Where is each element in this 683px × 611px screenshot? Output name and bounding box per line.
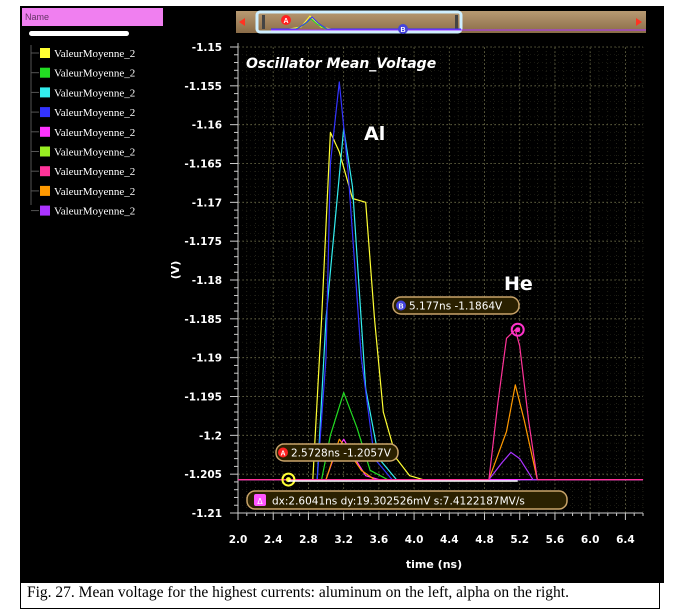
x-tick-label: 2.4 <box>264 534 283 546</box>
series-group <box>238 81 643 481</box>
x-tick-label: 5.2 <box>510 534 529 546</box>
series-line-4 <box>238 81 643 481</box>
oscilloscope-window: Name ValeurMoyenne_2 ValeurMoyenne_2 Valeu… <box>20 6 664 583</box>
series-line-2 <box>238 392 643 481</box>
legend-label: ValeurMoyenne_2 <box>54 87 135 99</box>
overview-marker-a[interactable] <box>281 15 291 25</box>
y-tick-label: -1.175 <box>184 236 222 248</box>
legend-item[interactable]: ValeurMoyenne_2 <box>31 87 135 99</box>
delta-measurement[interactable]: Δ dx:2.6041ns dy:19.302526mV s:7.4122187… <box>246 480 568 510</box>
legend-label: ValeurMoyenne_2 <box>54 186 135 198</box>
x-tick-label: 4.4 <box>440 534 459 546</box>
legend-label: ValeurMoyenne_2 <box>54 206 135 218</box>
series-line-3 <box>238 127 643 481</box>
x-tick-label: 6.0 <box>581 534 600 546</box>
label-al: Al <box>364 123 385 145</box>
grid <box>237 46 644 514</box>
marker-a-readout: 2.5728ns -1.2057V <box>291 448 392 460</box>
x-tick-label: 2.8 <box>299 534 318 546</box>
legend-label: ValeurMoyenne_2 <box>54 147 135 159</box>
x-tick-label: 4.8 <box>475 534 494 546</box>
legend-swatch <box>40 48 50 58</box>
overview-marker-a-label: A <box>283 18 288 25</box>
delta-letter: Δ <box>257 497 263 506</box>
x-axis-label: time (ns) <box>406 558 462 571</box>
legend-item[interactable]: ValeurMoyenne_2 <box>31 185 135 198</box>
legend-item[interactable]: ValeurMoyenne_2 <box>31 107 135 119</box>
overview-right-arrow-icon[interactable] <box>636 18 642 26</box>
overview-right-handle[interactable] <box>455 15 458 29</box>
x-tick-label: 3.2 <box>334 534 353 546</box>
legend-swatch <box>40 166 50 177</box>
x-axis: 2.0 2.4 2.8 3.2 3.6 4.0 4.4 4.8 5.2 5.6 6.0 6.4 <box>229 512 644 546</box>
legend-label: ValeurMoyenne_2 <box>54 68 135 80</box>
overview-marker-b-label: B <box>400 27 405 34</box>
chart-svg: Name ValeurMoyenne_2 ValeurMoyenne_2 Valeu… <box>21 7 646 582</box>
x-tick-label: 6.4 <box>616 534 635 546</box>
chart-title: Oscillator Mean_Voltage <box>246 56 436 72</box>
legend-item[interactable]: ValeurMoyenne_2 <box>31 166 135 178</box>
legend-swatch <box>40 107 50 118</box>
legend-panel: Name ValeurMoyenne_2 ValeurMoyenne_2 Valeu… <box>21 7 164 582</box>
y-tick-label: -1.185 <box>184 314 222 326</box>
legend-swatch <box>40 67 50 78</box>
y-axis-label: (V) <box>169 261 182 280</box>
legend-swatch <box>40 146 50 157</box>
legend-header-bar[interactable] <box>22 8 163 26</box>
marker-b-point[interactable] <box>510 322 525 337</box>
label-he: He <box>504 273 533 295</box>
legend-item[interactable]: ValeurMoyenne_2 <box>31 205 135 218</box>
legend-item[interactable]: ValeurMoyenne_2 <box>31 67 135 80</box>
y-tick-label: -1.205 <box>184 469 222 481</box>
x-tick-label: 4.0 <box>405 534 424 546</box>
overview-range-window[interactable] <box>255 10 463 34</box>
y-tick-label: -1.21 <box>192 508 222 520</box>
legend-label: ValeurMoyenne_2 <box>54 107 135 119</box>
marker-a[interactable]: A 2.5728ns -1.2057V <box>275 443 399 487</box>
y-axis: -1.15 -1.155 -1.16 -1.165 -1.17 -1.175 -1.18 -1… <box>184 42 239 520</box>
y-tick-label: -1.165 <box>184 159 222 171</box>
overview-strip[interactable]: A B <box>236 10 646 34</box>
y-tick-label: -1.19 <box>192 353 222 365</box>
delta-readout: dx:2.6041ns dy:19.302526mV s:7.4122187MV… <box>272 496 525 508</box>
series-line-1 <box>238 131 643 481</box>
overview-left-arrow-icon[interactable] <box>239 18 245 26</box>
legend-swatch <box>40 205 50 216</box>
legend-header: Name <box>25 12 49 22</box>
legend-swatch <box>40 87 50 98</box>
legend-label: ValeurMoyenne_2 <box>54 127 135 139</box>
marker-b[interactable]: B 5.177ns -1.1864V <box>392 296 525 337</box>
legend-scrollbar[interactable] <box>29 31 129 36</box>
legend-item[interactable]: ValeurMoyenne_2 <box>31 48 135 60</box>
marker-b-point-center <box>515 327 521 333</box>
y-tick-label: -1.17 <box>192 197 222 209</box>
x-tick-label: 3.6 <box>370 534 389 546</box>
figure-caption: Fig. 27. Mean voltage for the highest cu… <box>20 581 660 609</box>
y-tick-label: -1.195 <box>184 392 222 404</box>
marker-b-letter: B <box>398 304 403 311</box>
marker-b-readout: 5.177ns -1.1864V <box>409 301 503 313</box>
marker-a-letter: A <box>280 451 285 458</box>
x-tick-label: 2.0 <box>229 534 248 546</box>
y-tick-label: -1.2 <box>199 430 222 442</box>
y-tick-label: -1.18 <box>192 275 222 287</box>
legend-item[interactable]: ValeurMoyenne_2 <box>31 146 135 159</box>
legend-label: ValeurMoyenne_2 <box>54 48 135 60</box>
legend-swatch <box>40 185 50 196</box>
legend-swatch <box>40 126 50 137</box>
y-tick-label: -1.16 <box>192 120 222 132</box>
x-tick-label: 5.6 <box>546 534 565 546</box>
y-tick-label: -1.15 <box>192 42 222 54</box>
legend-label: ValeurMoyenne_2 <box>54 166 135 178</box>
overview-left-handle[interactable] <box>262 15 265 29</box>
y-tick-label: -1.155 <box>184 81 222 93</box>
overview-marker-b[interactable] <box>398 24 408 34</box>
delta-icon <box>254 494 266 506</box>
marker-a-point[interactable] <box>281 472 296 487</box>
legend-item[interactable]: ValeurMoyenne_2 <box>31 126 135 139</box>
